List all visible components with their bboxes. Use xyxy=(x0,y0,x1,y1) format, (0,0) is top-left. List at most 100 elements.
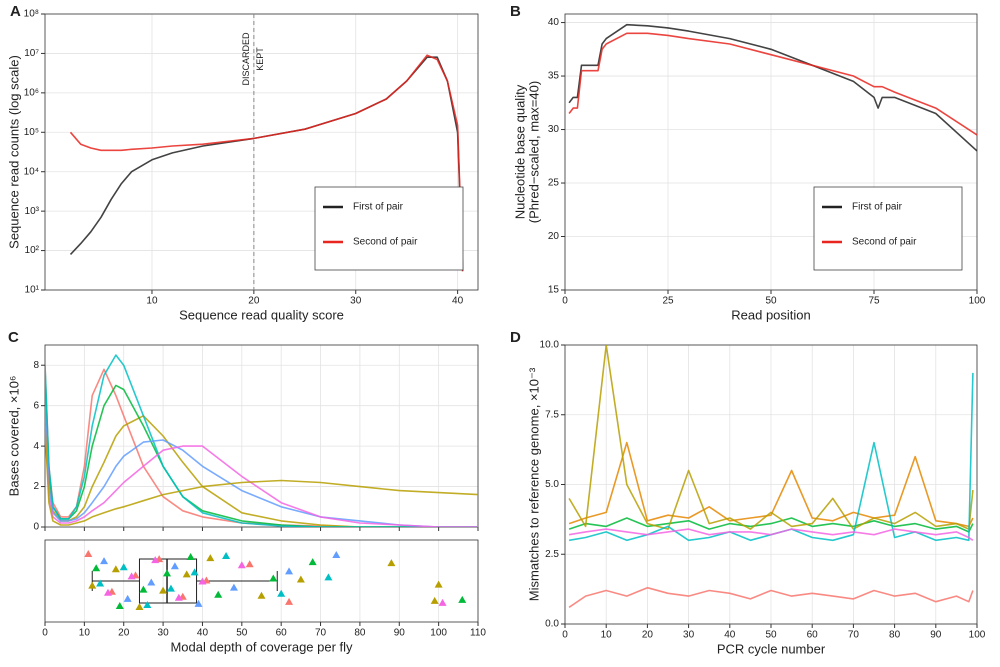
x-tick-label: 70 xyxy=(315,628,327,639)
series-line xyxy=(69,54,464,272)
y-tick-label: 30 xyxy=(548,124,560,135)
point xyxy=(324,573,333,581)
panel-letter: B xyxy=(510,3,521,20)
point xyxy=(277,589,286,597)
plot-marks xyxy=(69,54,464,272)
x-tick-label: 0 xyxy=(562,630,568,641)
x-tick-label: 30 xyxy=(350,296,362,307)
point xyxy=(458,595,467,603)
point xyxy=(119,563,128,571)
plot-marks xyxy=(568,345,974,608)
x-tick-label: 40 xyxy=(197,628,209,639)
point xyxy=(88,581,97,589)
point xyxy=(269,574,278,582)
y-tick-label: 10⁴ xyxy=(24,166,39,177)
point xyxy=(308,558,317,566)
x-tick-label: 100 xyxy=(430,628,447,639)
x-tick-label: 100 xyxy=(969,296,986,307)
y-axis-title: Mismatches to reference genome, ×10⁻³ xyxy=(526,367,541,601)
y-tick-label: 7.5 xyxy=(545,409,559,420)
panel: 0 25 50 75 100 15 20 25 30 35 40 Read position Nucle… xyxy=(510,3,986,322)
x-tick-label: 40 xyxy=(452,296,464,307)
x-axis-title: Sequence read quality score xyxy=(179,307,344,322)
series-line xyxy=(568,517,974,533)
point xyxy=(194,599,203,607)
x-tick-label: 75 xyxy=(868,296,880,307)
point xyxy=(163,569,172,577)
y-tick-label: 20 xyxy=(548,231,560,242)
series-line xyxy=(568,528,974,541)
y-tick-label: 2 xyxy=(33,481,39,492)
y-tick-label: 2.5 xyxy=(545,549,559,560)
y-axis-title: (Phred−scaled, max=40) xyxy=(526,81,541,223)
series-line xyxy=(45,425,478,527)
x-tick-label: 50 xyxy=(765,630,777,641)
series-line xyxy=(568,23,977,152)
panel: 0 2 4 6 8 Bases covered, ×10⁶ C xyxy=(6,329,479,533)
series-line xyxy=(568,441,974,528)
point xyxy=(229,583,238,591)
plot-marks xyxy=(45,354,478,527)
y-tick-label: 10⁷ xyxy=(24,48,39,59)
y-tick-label: 35 xyxy=(548,71,560,82)
panel-letter: A xyxy=(10,3,21,20)
point xyxy=(147,578,156,586)
x-axis-title: PCR cycle number xyxy=(717,641,826,656)
x-tick-label: 60 xyxy=(276,628,288,639)
point xyxy=(285,597,294,605)
plot-frame xyxy=(564,344,978,625)
point xyxy=(123,594,132,602)
annotation: KEPT xyxy=(255,47,265,71)
point xyxy=(100,557,109,565)
plot-marks xyxy=(568,23,977,152)
legend-label: First of pair xyxy=(852,202,903,213)
y-tick-label: 8 xyxy=(33,360,39,371)
point xyxy=(296,575,305,583)
x-tick-label: 0 xyxy=(42,628,48,639)
point xyxy=(135,602,144,610)
plot-marks xyxy=(84,550,467,610)
x-tick-label: 30 xyxy=(158,628,170,639)
x-tick-label: 10 xyxy=(146,296,158,307)
point xyxy=(182,570,191,578)
series-line xyxy=(45,405,478,527)
legend-box xyxy=(314,186,464,271)
point xyxy=(84,550,93,557)
series-line xyxy=(568,32,977,136)
panel: 0 10 20 30 40 50 60 70 80 90 100 0.0 2.5 5.0 7.5 10.0 PC… xyxy=(510,329,986,656)
x-tick-label: 80 xyxy=(889,630,901,641)
y-axis-title: Sequence read counts (log scale) xyxy=(6,55,21,249)
x-tick-label: 40 xyxy=(724,630,736,641)
x-tick-label: 25 xyxy=(662,296,674,307)
x-tick-label: 90 xyxy=(394,628,406,639)
y-tick-label: 15 xyxy=(548,285,560,296)
point xyxy=(127,572,136,580)
point xyxy=(186,553,195,561)
legend-label: Second of pair xyxy=(353,237,418,248)
y-tick-label: 10⁸ xyxy=(24,9,39,20)
x-tick-label: 10 xyxy=(601,630,613,641)
point xyxy=(170,562,179,570)
plot-frame xyxy=(44,13,479,291)
y-tick-label: 10² xyxy=(25,245,40,256)
x-tick-label: 20 xyxy=(118,628,130,639)
point xyxy=(257,591,266,599)
y-axis-title: Nucleotide base quality xyxy=(512,84,527,219)
x-tick-label: 110 xyxy=(470,628,486,639)
y-tick-label: 10¹ xyxy=(25,285,40,296)
point xyxy=(198,577,207,585)
series-line xyxy=(568,345,974,530)
point xyxy=(111,565,120,573)
point xyxy=(103,588,112,596)
y-tick-label: 6 xyxy=(33,400,39,411)
point xyxy=(139,585,148,593)
x-tick-label: 90 xyxy=(930,630,942,641)
point xyxy=(115,601,124,609)
x-axis-title: Read position xyxy=(731,307,811,322)
point xyxy=(387,559,396,567)
x-axis-title: Modal depth of coverage per fly xyxy=(170,639,353,654)
panel-letter: D xyxy=(510,329,521,346)
panel-letter: C xyxy=(8,329,19,346)
x-tick-label: 50 xyxy=(236,628,248,639)
y-tick-label: 0 xyxy=(33,522,39,533)
